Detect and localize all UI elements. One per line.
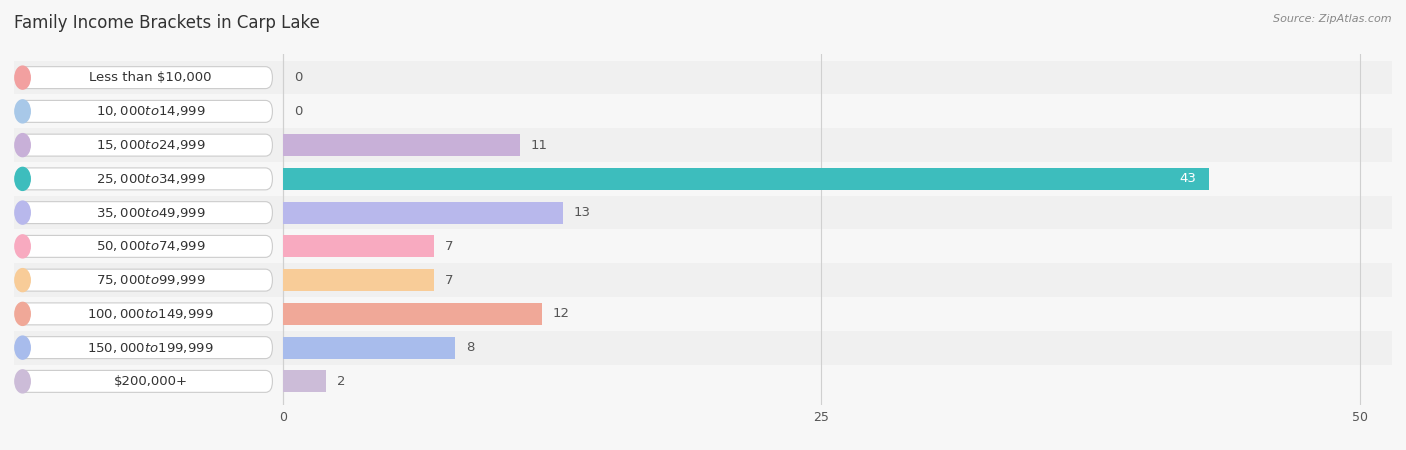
Text: 8: 8 <box>467 341 475 354</box>
Ellipse shape <box>15 134 31 157</box>
Bar <box>14 331 1399 364</box>
FancyBboxPatch shape <box>18 303 273 325</box>
FancyBboxPatch shape <box>18 67 273 89</box>
Ellipse shape <box>15 235 31 258</box>
Ellipse shape <box>15 66 31 89</box>
Text: 7: 7 <box>444 274 453 287</box>
Text: 0: 0 <box>294 105 302 118</box>
Text: $25,000 to $34,999: $25,000 to $34,999 <box>96 172 205 186</box>
Ellipse shape <box>15 269 31 292</box>
Text: $100,000 to $149,999: $100,000 to $149,999 <box>87 307 214 321</box>
Bar <box>14 94 1399 128</box>
Text: $50,000 to $74,999: $50,000 to $74,999 <box>96 239 205 253</box>
Bar <box>14 196 1399 230</box>
Text: 13: 13 <box>574 206 591 219</box>
Ellipse shape <box>15 302 31 325</box>
FancyBboxPatch shape <box>18 337 273 359</box>
Text: Less than $10,000: Less than $10,000 <box>89 71 212 84</box>
FancyBboxPatch shape <box>18 269 273 291</box>
Bar <box>283 303 541 325</box>
Ellipse shape <box>15 201 31 224</box>
FancyBboxPatch shape <box>18 168 273 190</box>
FancyBboxPatch shape <box>18 202 273 224</box>
Ellipse shape <box>15 100 31 123</box>
Bar <box>283 269 434 291</box>
Text: 2: 2 <box>337 375 346 388</box>
Text: 7: 7 <box>444 240 453 253</box>
Bar <box>283 134 520 156</box>
FancyBboxPatch shape <box>18 134 273 156</box>
Text: $150,000 to $199,999: $150,000 to $199,999 <box>87 341 214 355</box>
Text: 0: 0 <box>294 71 302 84</box>
Ellipse shape <box>15 370 31 393</box>
Text: $15,000 to $24,999: $15,000 to $24,999 <box>96 138 205 152</box>
Text: Source: ZipAtlas.com: Source: ZipAtlas.com <box>1274 14 1392 23</box>
Bar <box>283 168 1209 190</box>
FancyBboxPatch shape <box>18 370 273 392</box>
Bar <box>14 263 1399 297</box>
Bar <box>283 337 456 359</box>
Ellipse shape <box>15 167 31 190</box>
Bar <box>14 128 1399 162</box>
Text: Family Income Brackets in Carp Lake: Family Income Brackets in Carp Lake <box>14 14 321 32</box>
Bar <box>14 364 1399 398</box>
Ellipse shape <box>15 336 31 359</box>
Text: 12: 12 <box>553 307 569 320</box>
Bar <box>283 235 434 257</box>
Text: 43: 43 <box>1180 172 1197 185</box>
Text: $75,000 to $99,999: $75,000 to $99,999 <box>96 273 205 287</box>
Bar <box>14 230 1399 263</box>
FancyBboxPatch shape <box>18 100 273 122</box>
Bar <box>283 202 562 224</box>
Bar <box>14 297 1399 331</box>
Text: $35,000 to $49,999: $35,000 to $49,999 <box>96 206 205 220</box>
Text: 11: 11 <box>531 139 548 152</box>
Text: $10,000 to $14,999: $10,000 to $14,999 <box>96 104 205 118</box>
Bar <box>14 61 1399 94</box>
FancyBboxPatch shape <box>18 235 273 257</box>
Bar <box>14 162 1399 196</box>
Bar <box>283 370 326 392</box>
Text: $200,000+: $200,000+ <box>114 375 187 388</box>
